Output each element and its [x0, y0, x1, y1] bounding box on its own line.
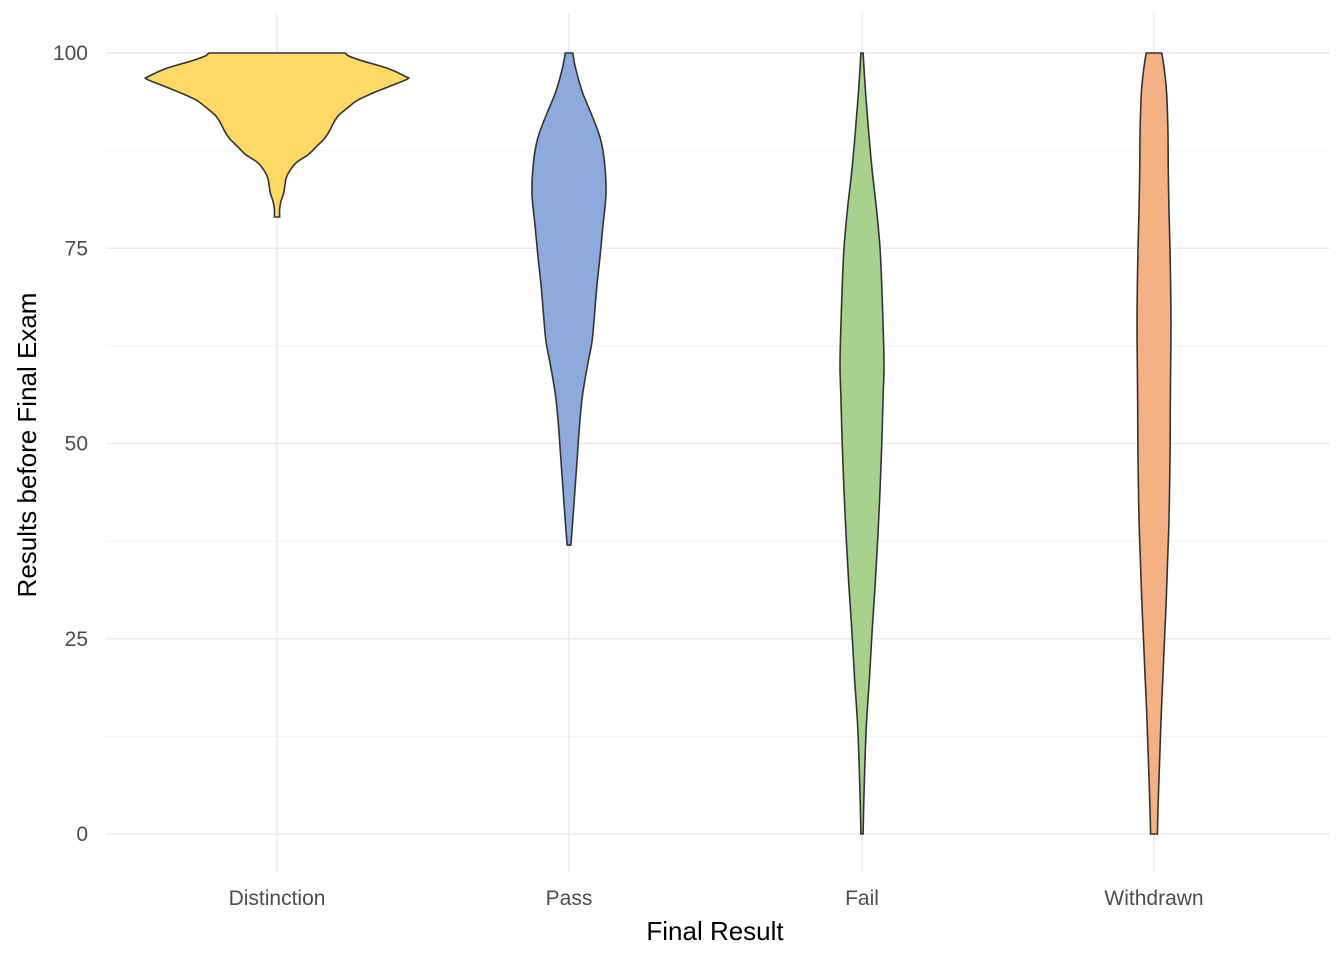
x-tick-label: Pass	[546, 887, 593, 910]
violin-distinction	[144, 52, 410, 218]
x-axis-title: Final Result	[646, 916, 784, 946]
violin-pass	[531, 52, 607, 546]
x-axis-ticks: Distinction Pass Fail Withdrawn	[229, 887, 1204, 910]
violin-fail	[839, 52, 885, 835]
violins	[144, 52, 1172, 835]
y-tick-label: 100	[53, 42, 88, 65]
y-tick-label: 75	[65, 237, 88, 260]
x-tick-label: Fail	[845, 887, 879, 910]
y-tick-label: 25	[65, 628, 88, 651]
x-tick-label: Withdrawn	[1104, 887, 1203, 910]
x-tick-label: Distinction	[229, 887, 326, 910]
violin-withdrawn	[1136, 52, 1172, 835]
y-axis-title: Results before Final Exam	[12, 293, 42, 598]
y-tick-label: 0	[76, 823, 88, 846]
y-tick-label: 50	[65, 433, 88, 456]
y-axis-ticks: 0 25 50 75 100	[53, 42, 88, 846]
